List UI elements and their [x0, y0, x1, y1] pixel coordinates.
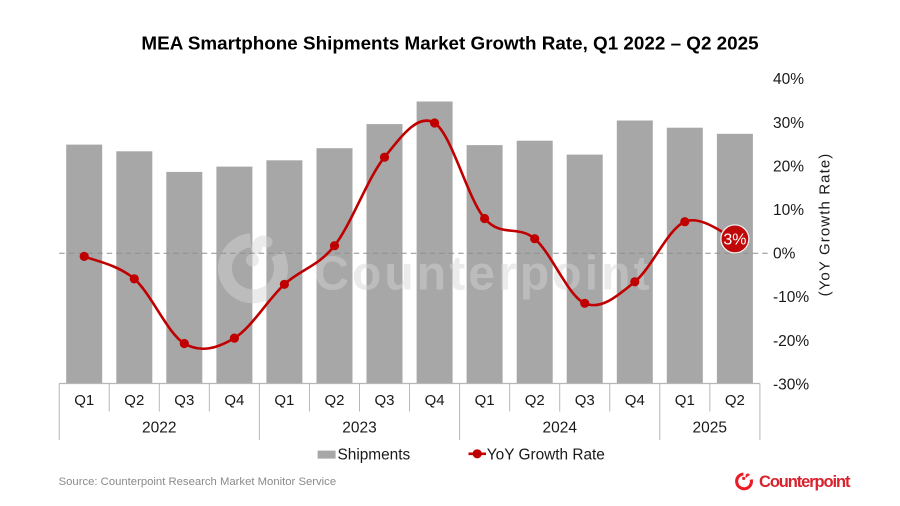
svg-text:-10%: -10%: [773, 289, 809, 306]
svg-text:Q3: Q3: [374, 392, 394, 409]
svg-text:Q4: Q4: [625, 392, 645, 409]
svg-text:Q3: Q3: [575, 392, 595, 409]
svg-text:Q2: Q2: [324, 392, 344, 409]
svg-text:Q1: Q1: [475, 392, 495, 409]
svg-text:Shipments: Shipments: [338, 446, 411, 463]
svg-text:Q3: Q3: [174, 392, 194, 409]
svg-text:Q2: Q2: [525, 392, 545, 409]
svg-text:Q1: Q1: [274, 392, 294, 409]
svg-text:2022: 2022: [142, 419, 176, 436]
svg-text:Counterpoint: Counterpoint: [759, 473, 851, 491]
svg-text:MEA Smartphone Shipments Marke: MEA Smartphone Shipments Market Growth R…: [141, 32, 758, 53]
svg-text:2024: 2024: [542, 419, 577, 436]
svg-text:20%: 20%: [773, 158, 804, 175]
svg-text:-20%: -20%: [773, 333, 809, 350]
svg-text:Q4: Q4: [224, 392, 244, 409]
svg-text:Q1: Q1: [74, 392, 94, 409]
svg-text:40%: 40%: [773, 71, 804, 88]
svg-text:2025: 2025: [693, 419, 727, 436]
svg-text:Q1: Q1: [675, 392, 695, 409]
svg-text:30%: 30%: [773, 115, 804, 132]
svg-text:10%: 10%: [773, 202, 804, 219]
svg-text:Counterpoint: Counterpoint: [314, 248, 652, 301]
svg-text:Q2: Q2: [124, 392, 144, 409]
svg-text:Source: Counterpoint Research: Source: Counterpoint Research Market Mon…: [59, 476, 337, 488]
svg-text:Q4: Q4: [425, 392, 445, 409]
svg-text:2023: 2023: [342, 419, 376, 436]
svg-text:3%: 3%: [723, 232, 746, 249]
svg-text:0%: 0%: [773, 246, 796, 263]
svg-text:Q2: Q2: [725, 392, 745, 409]
svg-text:(YoY Growth Rate): (YoY Growth Rate): [817, 153, 834, 297]
svg-text:-30%: -30%: [773, 376, 809, 393]
svg-text:YoY Growth Rate: YoY Growth Rate: [487, 446, 605, 463]
